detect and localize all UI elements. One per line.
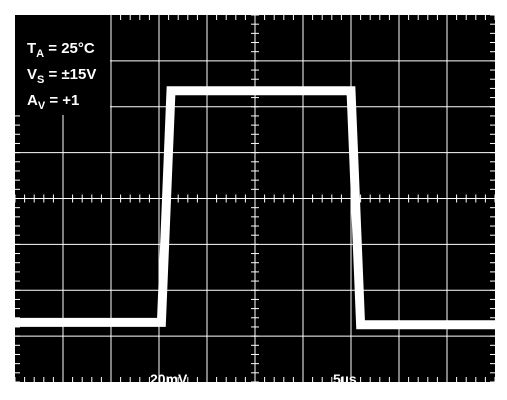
horizontal-scale-label: 5µs	[333, 371, 357, 387]
label-background	[15, 15, 110, 115]
condition-supply: VS = ±15V	[27, 66, 96, 86]
vertical-scale-label: 20mV	[150, 371, 188, 387]
condition-gain: AV = +1	[27, 92, 79, 112]
trace-layer	[15, 86, 495, 330]
signal-trace	[15, 86, 495, 330]
label-layer: TA = 25°C VS = ±15V AV = +1 20mV 5µs	[27, 40, 357, 387]
condition-temp: TA = 25°C	[27, 40, 95, 60]
